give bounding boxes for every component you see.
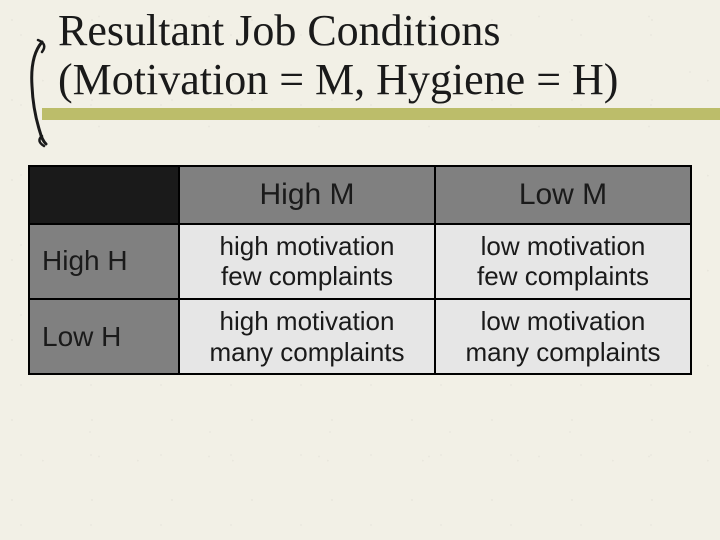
title-underline — [42, 108, 720, 120]
col-header-high-m: High M — [179, 166, 435, 224]
table-corner-cell — [29, 166, 179, 224]
cell-low-h-high-m: high motivation many complaints — [179, 299, 435, 374]
cell-line: high motivation — [184, 306, 430, 337]
row-header-low-h: Low H — [29, 299, 179, 374]
table-header-row: High M Low M — [29, 166, 691, 224]
cell-high-h-high-m: high motivation few complaints — [179, 224, 435, 299]
cell-high-h-low-m: low motivation few complaints — [435, 224, 691, 299]
cell-low-h-low-m: low motivation many complaints — [435, 299, 691, 374]
cell-line: few complaints — [184, 261, 430, 292]
row-header-high-h: High H — [29, 224, 179, 299]
cell-line: many complaints — [184, 337, 430, 368]
cell-line: low motivation — [440, 306, 686, 337]
slide-title: Resultant Job Conditions (Motivation = M… — [58, 6, 720, 105]
col-header-low-m: Low M — [435, 166, 691, 224]
conditions-table: High M Low M High H high motivation few … — [28, 165, 692, 376]
cell-line: low motivation — [440, 231, 686, 262]
title-line-1: Resultant Job Conditions — [58, 6, 500, 55]
cell-line: high motivation — [184, 231, 430, 262]
cell-line: few complaints — [440, 261, 686, 292]
table-row: Low H high motivation many complaints lo… — [29, 299, 691, 374]
table-row: High H high motivation few complaints lo… — [29, 224, 691, 299]
cell-line: many complaints — [440, 337, 686, 368]
title-line-2: (Motivation = M, Hygiene = H) — [58, 55, 618, 104]
